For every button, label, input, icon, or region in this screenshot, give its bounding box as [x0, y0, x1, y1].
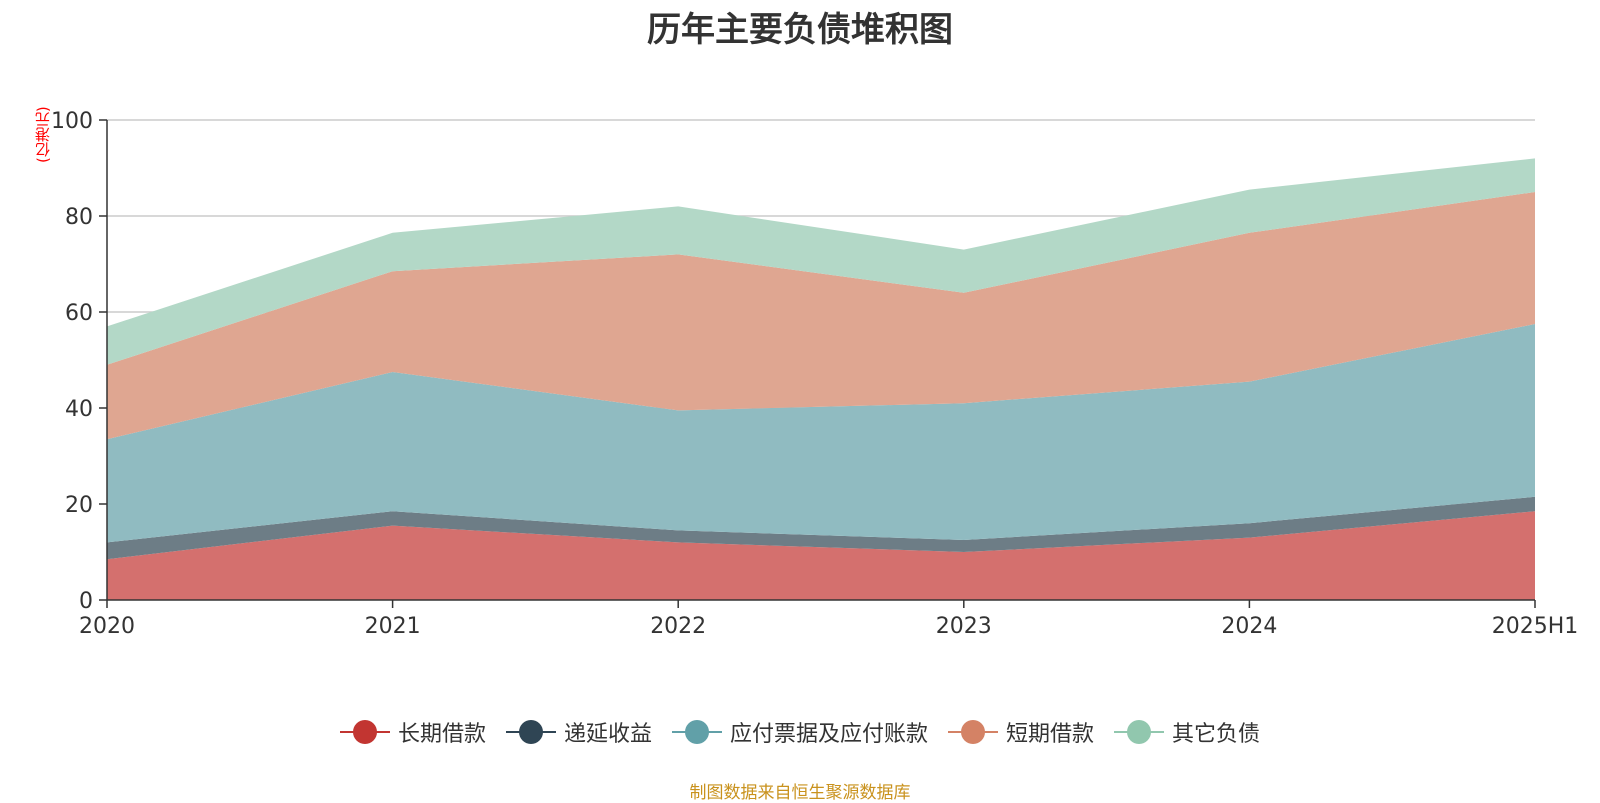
- source-note: 制图数据来自恒生聚源数据库: [689, 783, 911, 803]
- y-tick-label: 40: [65, 397, 93, 422]
- legend-item[interactable]: 递延收益: [505, 716, 652, 748]
- legend-label: 递延收益: [563, 722, 652, 747]
- legend-marker-icon: [671, 719, 722, 745]
- y-tick-label: 100: [51, 109, 93, 134]
- x-tick-label: 2022: [650, 614, 706, 639]
- x-tick-label: 2020: [79, 614, 135, 639]
- y-tick-label: 20: [65, 493, 93, 518]
- legend-item[interactable]: 应付票据及应付账款: [671, 716, 928, 748]
- legend: 长期借款 递延收益 应付票据及应付账款 短期借款 其它负债: [0, 716, 1600, 748]
- x-tick-label: 2024: [1221, 614, 1277, 639]
- legend-marker-icon: [1114, 719, 1165, 745]
- y-tick-label: 0: [79, 589, 93, 614]
- stacked-areas: [107, 158, 1535, 600]
- x-tick-label: 2025H1: [1492, 614, 1579, 639]
- area-series-1: [107, 511, 1535, 600]
- legend-item[interactable]: 长期借款: [339, 716, 486, 748]
- legend-marker-icon: [505, 719, 556, 745]
- legend-item[interactable]: 短期借款: [948, 716, 1094, 748]
- y-tick-label: 80: [65, 205, 93, 230]
- legend-label: 应付票据及应付账款: [729, 722, 928, 747]
- legend-item[interactable]: 其它负债: [1114, 716, 1260, 748]
- legend-marker-icon: [948, 719, 998, 745]
- area-series-5: [107, 158, 1535, 365]
- area-series-4: [107, 192, 1535, 440]
- legend-label: 短期借款: [1006, 722, 1095, 747]
- legend-label: 长期借款: [397, 722, 486, 747]
- chart-plot: 0 20 40 60 80 100 2020 2021 2022 2023 2024 2025H1: [51, 109, 1578, 639]
- chart-title: 历年主要负债堆积图: [647, 10, 953, 50]
- area-series-3: [107, 324, 1535, 543]
- legend-marker-icon: [339, 719, 390, 745]
- x-tick-label: 2023: [936, 614, 992, 639]
- axes: 0 20 40 60 80 100 2020 2021 2022 2023 2024 2025H1: [51, 109, 1578, 639]
- y-tick-label: 60: [65, 301, 93, 326]
- legend-label: 其它负债: [1172, 722, 1261, 747]
- area-series-2: [107, 496, 1535, 560]
- x-tick-label: 2021: [365, 614, 421, 639]
